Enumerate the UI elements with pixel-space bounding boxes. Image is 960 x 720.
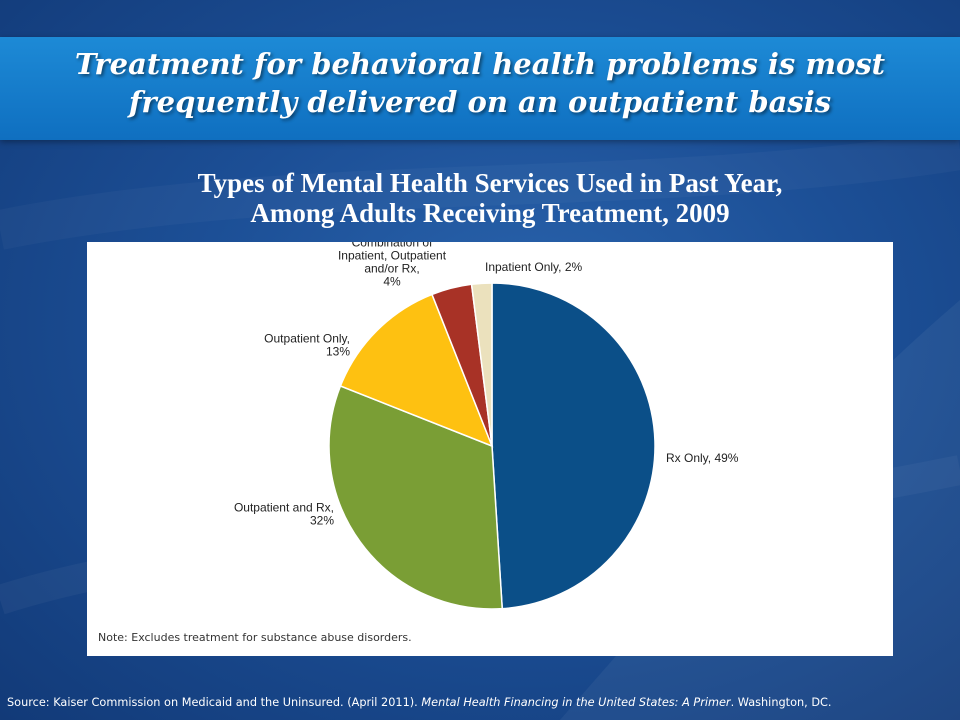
pie-label-combination: Combination of Inpatient, Outpatient and/o… <box>338 242 447 289</box>
chart-title-line1: Types of Mental Health Services Used in … <box>197 168 783 198</box>
chart-panel: Rx Only, 49% Outpatient and Rx, 32% Outpati… <box>87 242 893 656</box>
pie-label-inpatient-only: Inpatient Only, 2% <box>485 260 582 274</box>
pie-label-line: Outpatient and Rx, <box>234 501 334 515</box>
pie-label-outpatient-only: Outpatient Only, 13% <box>264 332 350 359</box>
chart-title-line2: Among Adults Receiving Treatment, 2009 <box>250 198 730 228</box>
pie-label-line: Outpatient Only, <box>264 332 350 346</box>
pie-label-line: 32% <box>310 514 334 528</box>
pie-label-rx-only: Rx Only, 49% <box>666 451 739 465</box>
chart-title: Types of Mental Health Services Used in … <box>40 168 940 228</box>
pie-slice-outpatient-only <box>339 293 494 448</box>
source-citation: Source: Kaiser Commission on Medicaid an… <box>7 696 957 709</box>
pie-slice-outpatient-and-rx <box>328 385 504 610</box>
pie-slice-rx-only <box>491 282 656 610</box>
pie-label-line: Rx Only, 49% <box>666 451 739 465</box>
pie-label-line: Combination of <box>352 242 433 250</box>
pie-chart: Rx Only, 49%Outpatient and Rx, 32%Outpati… <box>234 242 739 610</box>
slide-title-line1: Treatment for behavioral health problems… <box>74 47 886 81</box>
source-prefix: Source: Kaiser Commission on Medicaid an… <box>7 696 422 709</box>
pie-label-line: 4% <box>383 275 401 289</box>
pie-slice-inpatient-only <box>470 282 493 447</box>
pie-label-line: 13% <box>326 345 350 359</box>
pie-label-line: Inpatient, Outpatient <box>338 249 447 263</box>
slide-title: Treatment for behavioral health problems… <box>0 45 960 121</box>
source-title: Mental Health Financing in the United St… <box>421 696 731 709</box>
source-suffix: . Washington, DC. <box>730 696 832 709</box>
pie-label-outpatient-and-rx: Outpatient and Rx, 32% <box>234 501 334 528</box>
pie-label-line: Inpatient Only, 2% <box>485 260 582 274</box>
chart-note: Note: Excludes treatment for substance a… <box>98 631 412 644</box>
pie-label-line: and/or Rx, <box>364 262 419 276</box>
slide-title-line2: frequently delivered on an outpatient ba… <box>128 85 832 119</box>
title-bar: Treatment for behavioral health problems… <box>0 37 960 140</box>
